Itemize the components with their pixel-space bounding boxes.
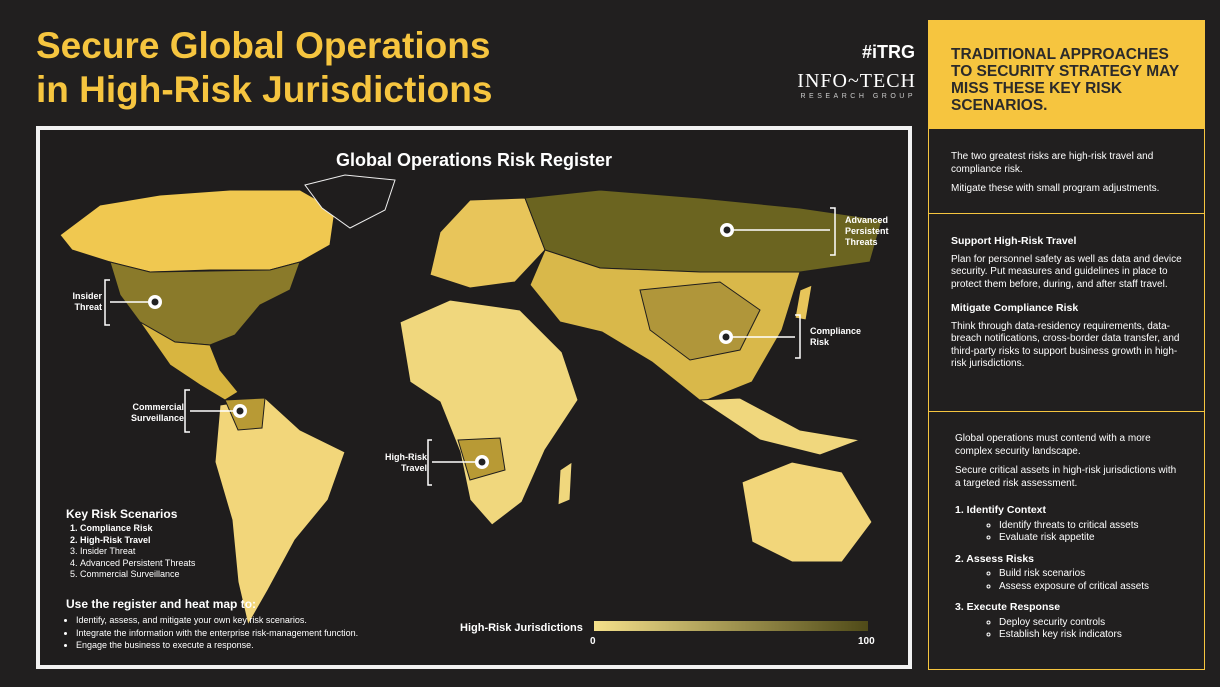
legend-min: 0 [590,636,596,647]
callout-label: Insider Threat [72,291,102,312]
usage-item: Engage the business to execute a respons… [76,639,358,652]
paragraph: Plan for personnel safety as well as dat… [951,253,1182,290]
key-list: Compliance Risk High-Risk Travel Insider… [66,523,195,581]
key-item: Compliance Risk [80,523,195,535]
usage: Use the register and heat map to: Identi… [66,597,358,652]
callout-markers [148,223,734,469]
key-item: High-Risk Travel [80,535,195,547]
central-america [139,321,239,401]
paragraph: Mitigate these with small program adjust… [951,183,1160,194]
callout-label: Compliance Risk [810,326,862,347]
usage-item: Identify, assess, and mitigate your own … [76,614,358,627]
sections: Support High-Risk Travel Plan for person… [929,213,1204,411]
step-item: Identify threats to critical assets [999,520,1182,533]
key-item: Commercial Surveillance [80,569,195,581]
step-item: Establish key risk indicators [999,629,1182,642]
legend-gradient [594,621,868,631]
paragraph: Global operations must contend with a mo… [955,433,1151,457]
sidebar: TRADITIONAL APPROACHES TO SECURITY STRAT… [928,20,1205,670]
step-item: Build risk scenarios [999,568,1182,581]
callout-label: Advanced Persistent Threats [845,215,889,247]
steps: 1. Identify Context Identify threats to … [955,504,1182,642]
usage-list: Identify, assess, and mitigate your own … [66,614,358,652]
callout-lines [104,207,836,486]
logo-mark: #iTRG [861,42,915,62]
japan [794,284,813,321]
closing: Global operations must contend with a mo… [929,411,1204,669]
map-title: Global Operations Risk Register [335,150,613,170]
step-title: 1. Identify Context [955,504,1047,516]
continents [59,174,883,627]
sidebar-header: TRADITIONAL APPROACHES TO SECURITY STRAT… [929,21,1204,128]
legend-title: High-Risk Jurisdictions [460,622,583,634]
usage-title: Use the register and heat map to: [66,597,257,611]
step-title: 2. Assess Risks [955,552,1035,565]
usa [109,261,301,346]
step-item: Evaluate risk appetite [999,532,1182,545]
intro: The two greatest risks are high-risk tra… [929,128,1204,213]
africa [399,299,579,526]
madagascar [557,461,573,506]
greenland [304,174,396,229]
section-title: Mitigate Compliance Risk [951,302,1079,314]
logo-name: INFO~TECH [797,70,916,92]
title-line: in High-Risk Jurisdictions [36,69,493,110]
south-america [214,397,346,627]
step-item: Deploy security controls [999,617,1182,630]
title-line: Secure Global Operations [36,25,491,66]
paragraph: Think through data-residency requirement… [951,320,1180,370]
key-item: Advanced Persistent Threats [80,558,195,570]
key-title: Key Risk Scenarios [66,507,178,521]
callout-label: Commercial Surveillance [130,402,184,423]
step-title: 3. Execute Response [955,601,1061,613]
usage-item: Integrate the information with the enter… [76,627,358,640]
title: Secure Global Operations in High-Risk Ju… [36,24,492,112]
paragraph: The two greatest risks are high-risk tra… [951,151,1154,175]
step-item: Assess exposure of critical assets [999,581,1182,594]
paragraph: Secure critical assets in high-risk juri… [955,465,1177,489]
legend-max: 100 [858,636,875,647]
callout-label: High-Risk Travel [384,452,427,473]
australia [741,461,873,563]
section-title: Support High-Risk Travel [951,235,1077,247]
indonesia [698,397,862,456]
key-item: Insider Threat [80,546,195,558]
key: Key Risk Scenarios Compliance Risk High-… [66,507,195,581]
logo-subtitle: RESEARCH GROUP [800,93,916,100]
